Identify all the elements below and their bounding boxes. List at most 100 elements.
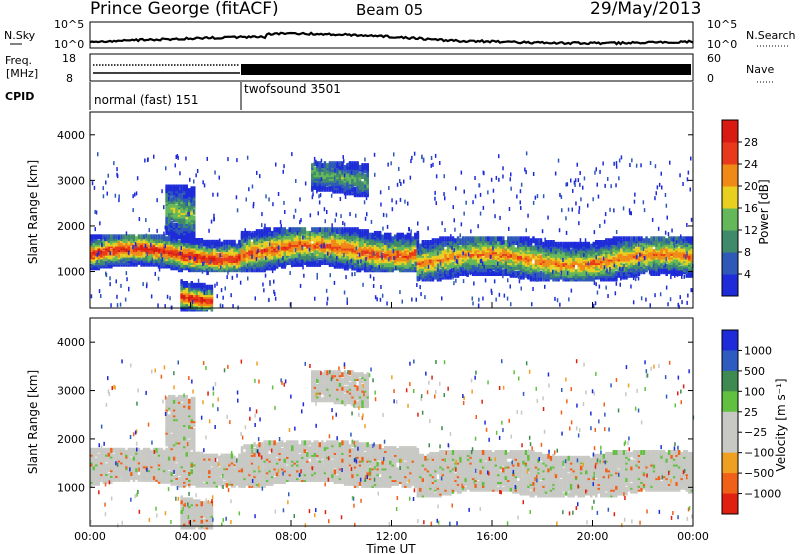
power-echo-cell	[193, 288, 196, 294]
power-echo-cell	[363, 265, 367, 271]
power-echo-cell	[444, 270, 446, 275]
power-echo-cell	[361, 163, 364, 169]
power-echo-cell	[520, 182, 523, 187]
power-echo-cell	[409, 232, 412, 238]
power-echo-cell	[481, 256, 485, 262]
power-echo-cell	[512, 245, 515, 251]
power-echo-cell	[157, 238, 161, 243]
power-echo-cell	[356, 177, 359, 183]
power-echo-cell	[439, 261, 442, 266]
power-echo-cell	[371, 238, 374, 244]
power-echo-cell	[489, 247, 493, 253]
power-echo-cell	[550, 248, 552, 253]
power-echo-cell	[595, 255, 597, 260]
power-echo-cell	[298, 243, 302, 249]
power-echo-cell	[298, 227, 302, 233]
freq-panel: Freq. [MHz] 18 8 60 0 Nave	[5, 52, 775, 85]
power-echo-cell	[411, 297, 413, 302]
power-echo-cell	[205, 239, 209, 245]
power-echo-cell	[253, 236, 256, 242]
power-echo-cell	[263, 240, 266, 245]
power-echo-cell	[353, 241, 357, 247]
power-echo-cell	[590, 249, 593, 255]
power-echo-cell	[343, 170, 347, 176]
power-echo-cell	[308, 230, 312, 236]
power-echo-cell	[677, 236, 681, 242]
power-echo-cell	[188, 247, 191, 253]
power-echo-cell	[333, 252, 337, 258]
power-echo-cell	[421, 240, 425, 245]
power-echo-cell	[323, 238, 327, 244]
power-echo-cell	[172, 193, 176, 199]
power-echo-cell	[175, 222, 178, 228]
power-echo-cell	[286, 238, 289, 244]
power-echo-cell	[437, 268, 439, 272]
power-echo-cell	[573, 241, 576, 246]
power-echo-cell	[183, 217, 186, 223]
power-echo-cell	[193, 191, 196, 197]
power-echo-cell	[190, 243, 194, 249]
power-echo-cell	[198, 248, 201, 254]
power-echo-cell	[358, 229, 362, 235]
power-echo-cell	[117, 245, 121, 251]
power-echo-cell	[102, 259, 106, 265]
power-echo-cell	[115, 241, 118, 247]
power-echo-cell	[355, 213, 357, 218]
power-echo-cell	[353, 161, 357, 167]
power-echo-cell	[110, 248, 113, 254]
power-echo-cell	[132, 247, 136, 253]
power-echo-cell	[441, 261, 445, 267]
power-echo-cell	[532, 252, 535, 258]
power-echo-cell	[203, 301, 206, 307]
power-echo-cell	[180, 254, 184, 260]
power-echo-cell	[112, 234, 116, 240]
power-echo-cell	[399, 232, 402, 238]
power-echo-cell	[622, 250, 626, 256]
power-echo-cell	[270, 230, 274, 236]
power-echo-cell	[353, 177, 357, 183]
power-echo-cell	[348, 175, 352, 181]
power-echo-cell	[223, 256, 226, 262]
power-echo-cell	[406, 241, 410, 247]
power-echo-cell	[625, 236, 628, 242]
power-echo-cell	[549, 252, 553, 258]
power-echo-cell	[376, 230, 379, 236]
nsky-panel: N.Sky 10^5 10^0 10^5 10^0 N.Search	[4, 18, 796, 51]
power-echo-cell	[557, 247, 560, 253]
power-echo-cell	[333, 227, 337, 233]
power-echo-cell	[130, 234, 133, 240]
power-echo-cell	[451, 254, 455, 260]
power-echo-cell	[671, 228, 673, 233]
power-echo-cell	[323, 227, 327, 233]
power-echo-cell	[595, 265, 598, 271]
power-echo-cell	[356, 184, 359, 190]
power-echo-cell	[429, 240, 432, 245]
power-echo-cell	[399, 241, 402, 247]
power-echo-cell	[280, 227, 284, 233]
power-echo-cell	[105, 234, 108, 240]
power-echo-cell	[645, 265, 648, 271]
power-echo-cell	[680, 269, 683, 275]
power-echo-cell	[326, 181, 329, 187]
power-echo-cell	[497, 240, 500, 245]
power-echo-cell	[162, 239, 166, 245]
power-echo-cell	[238, 239, 241, 245]
power-echo-cell	[275, 162, 277, 167]
power-echo-cell	[155, 238, 158, 243]
power-echo-cell	[361, 240, 364, 245]
power-echo-cell	[396, 240, 400, 245]
power-echo-cell	[677, 247, 681, 253]
power-echo-cell	[574, 269, 578, 275]
power-echo-cell	[361, 192, 364, 198]
power-echo-cell	[562, 269, 565, 275]
power-echo-cell	[117, 258, 121, 263]
power-echo-cell	[451, 236, 455, 242]
power-echo-cell	[215, 252, 219, 258]
power-echo-cell	[190, 281, 194, 286]
power-echo-cell	[622, 236, 626, 242]
power-echo-cell	[615, 236, 618, 242]
power-echo-cell	[431, 271, 435, 276]
power-echo-cell	[278, 258, 281, 264]
power-echo-cell	[263, 247, 266, 253]
power-echo-cell	[275, 241, 279, 247]
